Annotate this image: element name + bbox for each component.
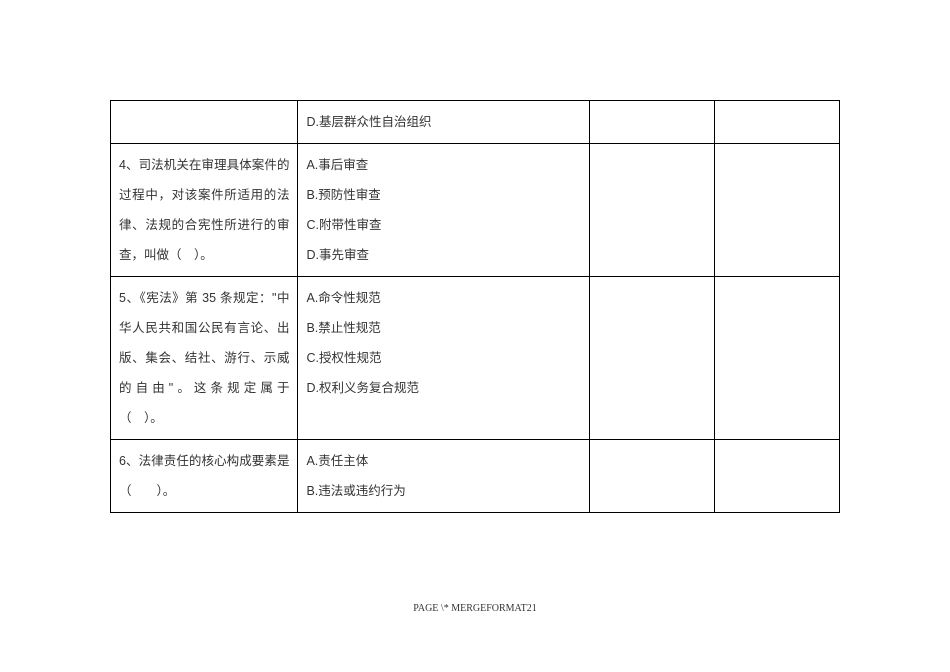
blank-cell-1 bbox=[590, 144, 715, 277]
options-cell: A.事后审查 B.预防性审查 C.附带性审查 D.事先审查 bbox=[298, 144, 590, 277]
option-b: B.预防性审查 bbox=[306, 180, 581, 210]
blank-cell-1 bbox=[590, 101, 715, 144]
exam-table: D.基层群众性自治组织 4、司法机关在审理具体案件的过程中，对该案件所适用的法律… bbox=[110, 100, 840, 513]
option-c: C.授权性规范 bbox=[306, 343, 581, 373]
document-page: D.基层群众性自治组织 4、司法机关在审理具体案件的过程中，对该案件所适用的法律… bbox=[0, 0, 950, 513]
question-text: 5、《宪法》第 35 条规定："中华人民共和国公民有言论、出版、集会、结社、游行… bbox=[119, 283, 289, 433]
table-row: D.基层群众性自治组织 bbox=[111, 101, 840, 144]
page-footer: PAGE \* MERGEFORMAT21 bbox=[0, 603, 950, 614]
options-cell: A.命令性规范 B.禁止性规范 C.授权性规范 D.权利义务复合规范 bbox=[298, 277, 590, 440]
option-c: C.附带性审查 bbox=[306, 210, 581, 240]
option-b: B.违法或违约行为 bbox=[306, 476, 581, 506]
option-a: A.责任主体 bbox=[306, 446, 581, 476]
question-cell bbox=[111, 101, 298, 144]
table-row: 5、《宪法》第 35 条规定："中华人民共和国公民有言论、出版、集会、结社、游行… bbox=[111, 277, 840, 440]
option-a: A.事后审查 bbox=[306, 150, 581, 180]
blank-cell-2 bbox=[715, 440, 840, 513]
blank-cell-2 bbox=[715, 101, 840, 144]
option-d: D.权利义务复合规范 bbox=[306, 373, 581, 403]
options-cell: D.基层群众性自治组织 bbox=[298, 101, 590, 144]
blank-cell-1 bbox=[590, 277, 715, 440]
option-a: A.命令性规范 bbox=[306, 283, 581, 313]
table-body: D.基层群众性自治组织 4、司法机关在审理具体案件的过程中，对该案件所适用的法律… bbox=[111, 101, 840, 513]
question-text: 6、法律责任的核心构成要素是（ ）。 bbox=[119, 446, 289, 506]
option-d: D.事先审查 bbox=[306, 240, 581, 270]
question-cell: 5、《宪法》第 35 条规定："中华人民共和国公民有言论、出版、集会、结社、游行… bbox=[111, 277, 298, 440]
table-row: 4、司法机关在审理具体案件的过程中，对该案件所适用的法律、法规的合宪性所进行的审… bbox=[111, 144, 840, 277]
blank-cell-2 bbox=[715, 144, 840, 277]
question-cell: 6、法律责任的核心构成要素是（ ）。 bbox=[111, 440, 298, 513]
option-d: D.基层群众性自治组织 bbox=[306, 107, 581, 137]
blank-cell-1 bbox=[590, 440, 715, 513]
blank-cell-2 bbox=[715, 277, 840, 440]
question-cell: 4、司法机关在审理具体案件的过程中，对该案件所适用的法律、法规的合宪性所进行的审… bbox=[111, 144, 298, 277]
question-text: 4、司法机关在审理具体案件的过程中，对该案件所适用的法律、法规的合宪性所进行的审… bbox=[119, 150, 289, 270]
option-b: B.禁止性规范 bbox=[306, 313, 581, 343]
table-row: 6、法律责任的核心构成要素是（ ）。 A.责任主体 B.违法或违约行为 bbox=[111, 440, 840, 513]
options-cell: A.责任主体 B.违法或违约行为 bbox=[298, 440, 590, 513]
